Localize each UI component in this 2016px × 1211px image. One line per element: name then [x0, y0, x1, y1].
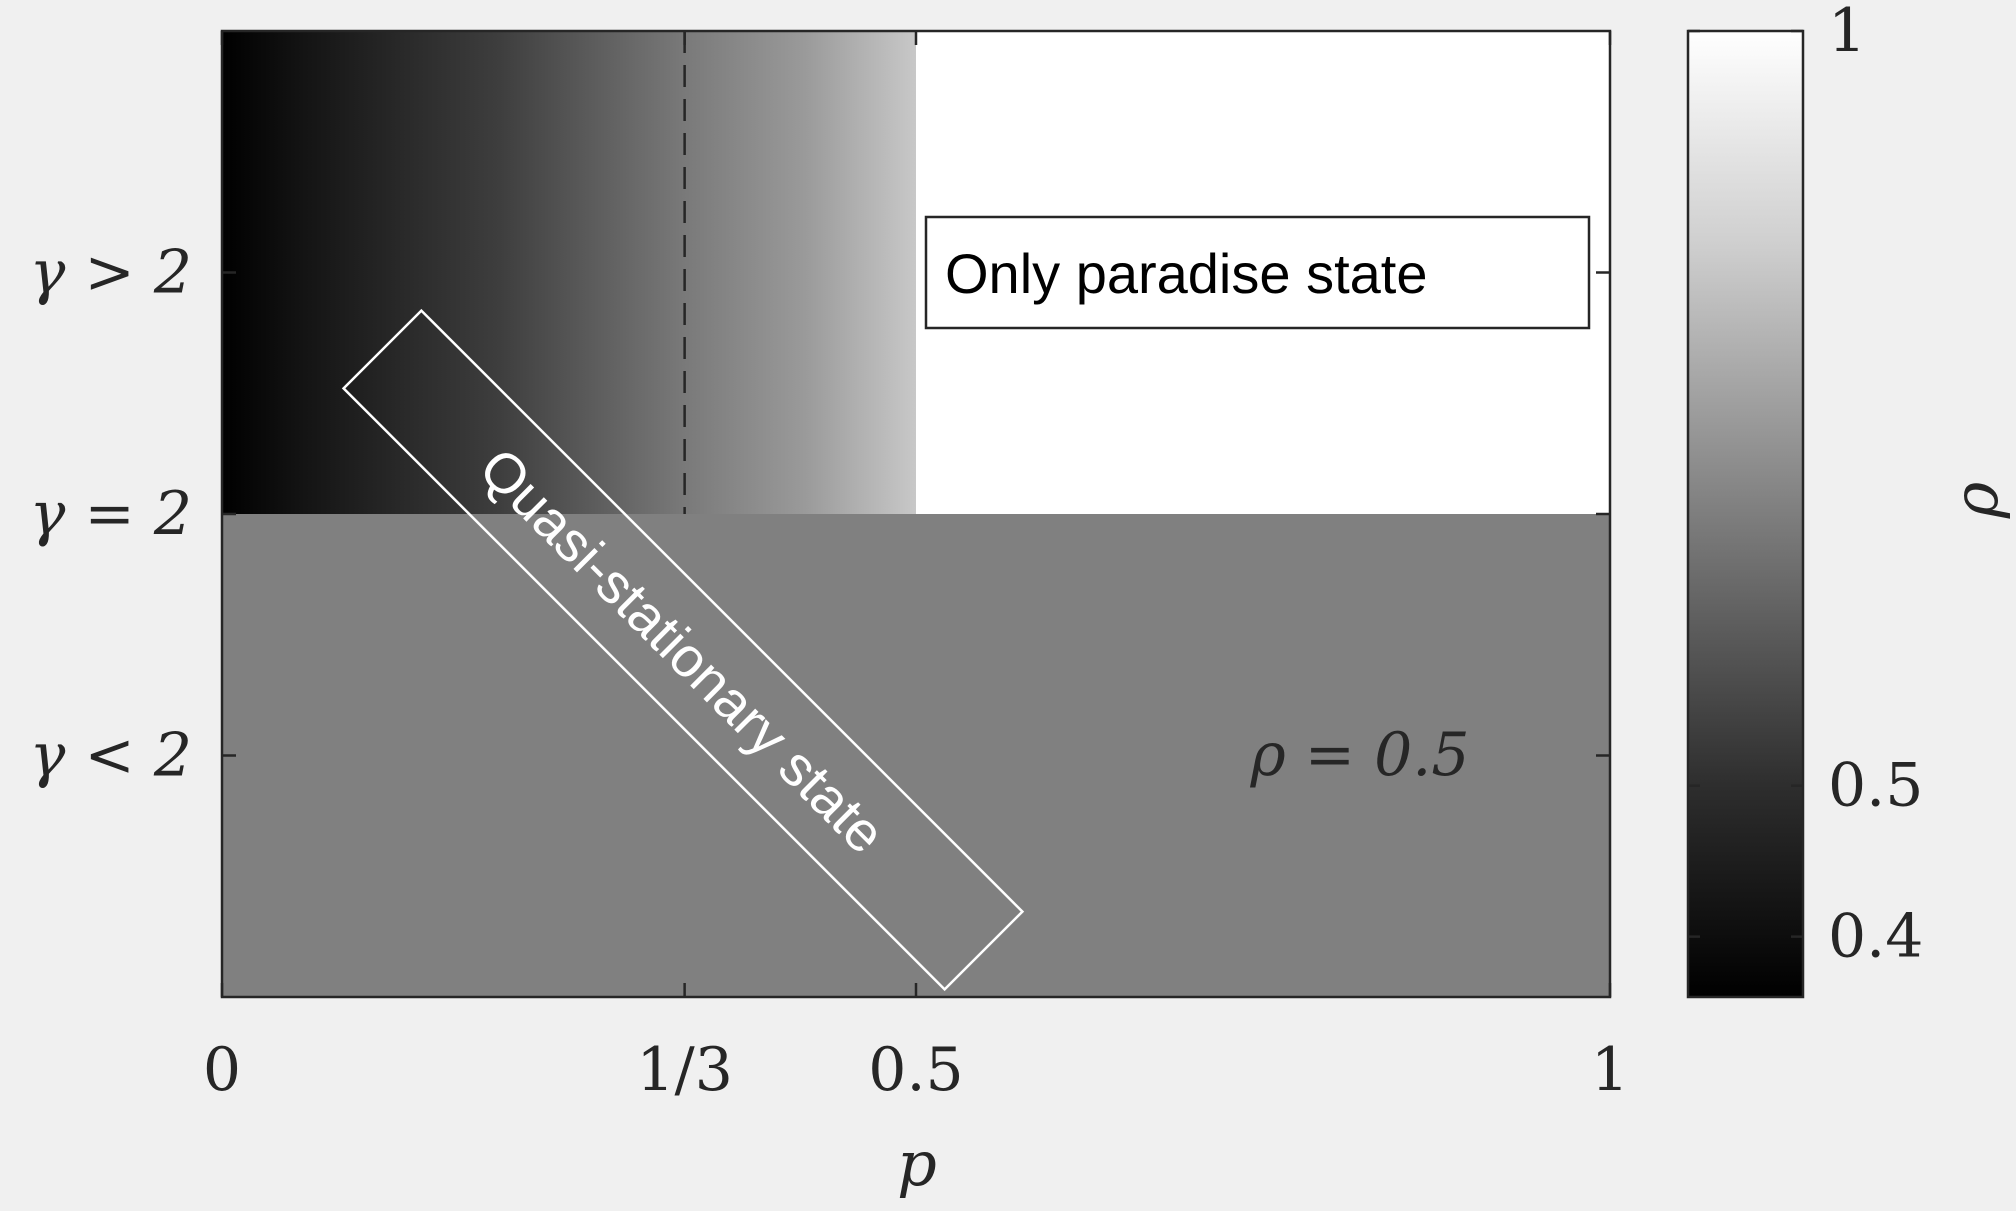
annotation-paradise-box: [924, 215, 1591, 330]
colorbar-ticks: [1688, 29, 1803, 938]
colorbar-label: ρ: [1939, 482, 2012, 519]
axis-ticks: [220, 31, 1612, 997]
annotation-paradise-text: Only paradise state: [945, 242, 1427, 305]
x-tick-label-2: 0.5: [868, 1035, 963, 1105]
annotation-paradise: Only paradise state: [924, 215, 1591, 330]
heatmap-region-0: [222, 31, 916, 514]
y-tick-labels: γ > 2 γ = 2 γ < 2: [30, 238, 192, 791]
y-tick-label-1: γ = 2: [30, 479, 192, 549]
colorbar-tick-label-1: 0.5: [1828, 751, 1923, 821]
x-tick-label-1: 1/3: [636, 1035, 733, 1105]
y-tick-label-2: γ < 2: [30, 721, 192, 791]
x-axis-label: p: [897, 1127, 937, 1200]
x-tick-label-3: 1: [1591, 1035, 1629, 1105]
x-tick-label-0: 0: [203, 1035, 241, 1105]
colorbar-tick-labels: 1 0.5 0.4: [1828, 0, 1923, 972]
x-tick-labels: 0 1/3 0.5 1: [203, 1035, 1629, 1105]
annotation-quasi-box: [341, 308, 1025, 992]
annotation-rho-value: ρ = 0.5: [1249, 720, 1469, 790]
y-tick-label-0: γ > 2: [30, 238, 192, 308]
heatmap-regions: [222, 31, 1610, 997]
colorbar-tick-label-0: 1: [1828, 0, 1866, 66]
heatmap-region-2: [222, 514, 1610, 997]
colorbar-tick-label-2: 0.4: [1828, 902, 1923, 972]
colorbar: [1686, 29, 1805, 999]
